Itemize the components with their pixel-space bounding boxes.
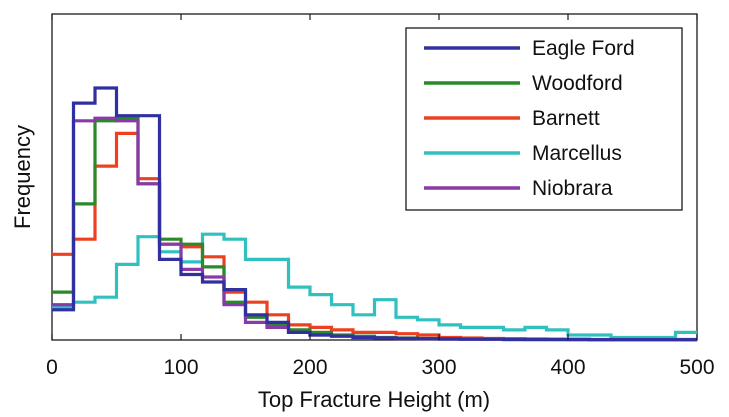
series-line-eagle-ford	[52, 86, 697, 342]
legend-label-eagle-ford: Eagle Ford	[532, 37, 635, 60]
x-tick-label: 400	[550, 356, 585, 379]
x-tick-label: 0	[46, 356, 58, 379]
series-layer	[52, 86, 697, 342]
legend-items: Eagle Ford Woodford Barnett Marcellus Niobra…	[424, 37, 635, 200]
legend: Eagle Ford Woodford Barnett Marcellus Niobra…	[405, 27, 683, 211]
legend-label-marcellus: Marcellus	[532, 142, 622, 165]
x-tick-label: 500	[679, 356, 714, 379]
x-tick-label: 300	[421, 356, 456, 379]
x-tick-label: 100	[163, 356, 198, 379]
x-tick-label: 200	[292, 356, 327, 379]
x-tick-layer: 0 100 200 300 400 500	[46, 14, 715, 379]
x-axis-label: Top Fracture Height (m)	[258, 387, 490, 412]
y-axis-label: Frequency	[10, 125, 35, 229]
legend-label-niobrara: Niobrara	[532, 177, 613, 200]
legend-label-barnett: Barnett	[532, 107, 600, 130]
legend-label-woodford: Woodford	[532, 72, 623, 95]
